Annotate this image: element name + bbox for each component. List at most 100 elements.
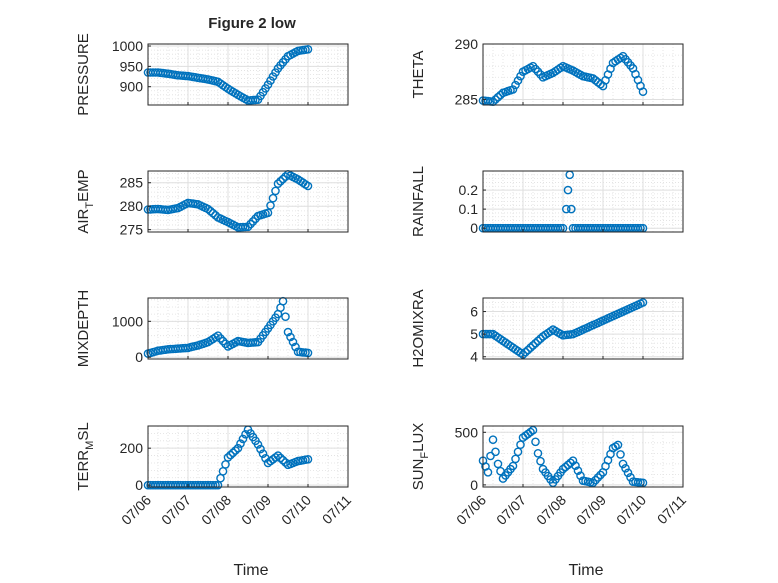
- data-point: [562, 204, 571, 214]
- y-axis-label: AIRTEMP: [75, 169, 96, 233]
- data-point: [596, 470, 605, 480]
- series-markers: [143, 296, 313, 358]
- data-point: [276, 453, 285, 463]
- data-point: [273, 179, 283, 188]
- data-point: [241, 429, 250, 439]
- y-tick-label: 0.2: [459, 182, 479, 198]
- data-point: [236, 439, 245, 448]
- data-point: [508, 461, 518, 471]
- x-tick-label: 07/10: [278, 492, 314, 528]
- data-point: [228, 448, 238, 458]
- data-point: [561, 462, 570, 472]
- y-axis-label: SUNFLUX: [410, 423, 431, 491]
- data-point: [563, 185, 573, 195]
- y-tick-label: 950: [120, 58, 144, 74]
- data-point: [286, 332, 295, 342]
- y-tick-label: 4: [470, 349, 478, 365]
- data-point: [531, 64, 540, 74]
- data-point: [231, 446, 240, 455]
- data-point: [291, 342, 300, 352]
- data-point: [206, 206, 215, 216]
- axes-box: [147, 297, 349, 360]
- y-tick-label: 200: [120, 440, 144, 456]
- axes-box: [147, 170, 349, 233]
- y-tick-label: 1000: [112, 38, 143, 54]
- data-point: [626, 472, 635, 482]
- data-point: [638, 298, 648, 307]
- subplot-mixdepth: 0 1000 MIXDEPTH: [75, 290, 349, 368]
- y-tick-label: 500: [455, 424, 479, 440]
- series-markers: [478, 425, 648, 488]
- data-point: [491, 95, 500, 104]
- data-point: [223, 453, 233, 462]
- x-tick-label: 07/09: [238, 492, 274, 528]
- data-point: [253, 440, 263, 449]
- data-point: [246, 219, 255, 229]
- series-markers: [478, 298, 648, 359]
- data-point: [533, 336, 543, 346]
- data-point: [528, 341, 538, 350]
- data-point: [258, 449, 268, 459]
- data-point: [211, 480, 220, 490]
- data-point: [568, 456, 578, 466]
- axes-box: [482, 297, 684, 360]
- data-point: [513, 76, 523, 85]
- data-point: [263, 208, 273, 218]
- data-point: [621, 463, 630, 473]
- subplot-grid: 900 950 1000 PRESSURE 285 290 THETA 275 280 285 AI…: [75, 33, 689, 579]
- x-tick-label: 07/06: [118, 492, 154, 528]
- subplot-pressure: 900 950 1000 PRESSURE: [75, 33, 349, 116]
- y-axis-label: H2OMIXRA: [410, 289, 427, 367]
- data-point: [567, 204, 576, 214]
- data-point: [511, 80, 520, 90]
- x-axis-label: Time: [569, 562, 604, 579]
- subplot-air-temp: 275 280 285 AIRTEMP: [75, 169, 349, 238]
- data-point: [238, 222, 248, 232]
- data-point: [213, 331, 223, 341]
- subplot-sun-flux: 0 500 SUNFLUX 07/06 07/07 07/08 07/09 07/10 07/1…: [410, 423, 689, 579]
- data-point: [226, 450, 235, 460]
- y-axis-label: RAINFALL: [410, 166, 427, 237]
- data-point: [528, 425, 538, 435]
- y-axis-label: MIXDEPTH: [75, 290, 92, 368]
- data-point: [208, 480, 218, 490]
- data-point: [288, 337, 298, 347]
- data-point: [271, 186, 280, 196]
- data-point: [523, 345, 533, 355]
- data-point: [511, 454, 520, 464]
- data-point: [266, 201, 275, 210]
- data-point: [233, 443, 243, 453]
- data-point: [526, 343, 535, 353]
- data-point: [483, 467, 493, 477]
- y-tick-label: 280: [120, 198, 144, 214]
- figure-title: Figure 2 low: [208, 15, 296, 32]
- y-tick-label: 285: [120, 175, 144, 191]
- x-tick-label: 07/09: [573, 492, 609, 528]
- data-point: [276, 176, 285, 186]
- axes-box: [482, 43, 684, 106]
- subplot-h2omixra: 4 5 6 H2OMIXRA: [410, 289, 684, 368]
- axes-box: [482, 425, 684, 488]
- data-point: [218, 336, 228, 346]
- grid: [482, 170, 684, 233]
- data-point: [303, 454, 313, 464]
- data-point: [248, 217, 258, 226]
- x-tick-label: 07/07: [493, 492, 529, 528]
- subplot-terr-msl: 0 200 TERRMSL 07/06 07/07 07/08 07/09 07/10 07/1…: [75, 422, 354, 579]
- data-point: [618, 459, 628, 469]
- data-point: [558, 464, 568, 474]
- data-point: [493, 92, 503, 102]
- series-markers: [143, 425, 313, 490]
- data-point: [273, 451, 283, 460]
- x-tick-label: 07/08: [533, 492, 569, 528]
- data-point: [571, 461, 580, 471]
- data-point: [516, 71, 525, 81]
- data-point: [268, 193, 278, 203]
- data-point: [281, 312, 290, 322]
- axes-box: [482, 170, 684, 233]
- axes-box: [147, 425, 349, 488]
- data-point: [283, 327, 293, 337]
- grid: [147, 298, 349, 359]
- data-point: [216, 334, 225, 343]
- data-point: [536, 456, 545, 466]
